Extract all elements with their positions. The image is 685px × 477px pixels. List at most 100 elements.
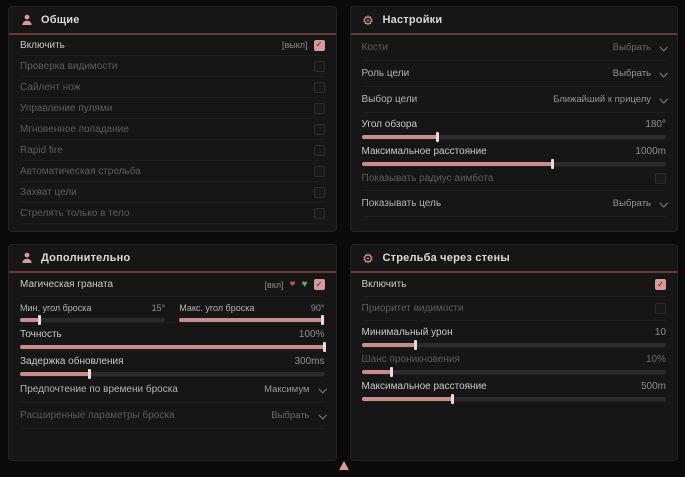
setting-label: Автоматическая стрельба [20, 165, 141, 177]
panel-title: Дополнительно [41, 252, 131, 264]
setting-row: Шанс проникновения 10% [361, 348, 666, 377]
setting-row: Выбор цели Ближайший к прицелу [361, 87, 668, 113]
setting-checkbox[interactable] [313, 123, 325, 135]
slider-value: 10 [654, 327, 666, 338]
slider-thumb[interactable] [321, 315, 325, 325]
chevron-down-icon [317, 410, 327, 420]
setting-dropdown[interactable]: Выбрать [613, 42, 668, 53]
setting-checkbox[interactable] [313, 102, 325, 114]
row-controls [313, 60, 325, 72]
setting-label: Кости [361, 42, 389, 53]
setting-dropdown[interactable]: Выбрать [271, 410, 327, 421]
setting-checkbox[interactable] [655, 303, 666, 314]
slider-thumb[interactable] [389, 367, 393, 377]
setting-row: Управление пулями [20, 98, 325, 119]
chevron-down-icon [659, 68, 668, 78]
slider-thumb[interactable] [414, 340, 418, 350]
panel-settings: ⚙ Настройки Кости Выбрать Роль цели Выбрать… [349, 6, 678, 232]
heart-red-icon[interactable]: ♥ [289, 278, 296, 290]
heart-green-icon[interactable]: ♥ [301, 278, 308, 290]
slider-fill [361, 343, 417, 347]
row-controls [313, 186, 325, 198]
setting-dropdown[interactable]: Ближайший к прицелу [553, 94, 668, 105]
setting-row: Включить ✓ [361, 273, 666, 297]
setting-row: Включить [выкл] ✓ [20, 35, 325, 56]
chevron-down-icon [659, 198, 668, 208]
slider-track[interactable] [20, 369, 325, 379]
row-controls [313, 165, 325, 177]
keybind-label: [выкл] [281, 40, 308, 50]
slider-header: Минимальный урон 10 [362, 327, 667, 338]
setting-checkbox[interactable] [313, 207, 325, 219]
dropdown-value: Выбрать [271, 410, 310, 421]
slider-pair: Мин. угол броска 15° Макс. угол броска 90° [20, 303, 325, 325]
setting-checkbox[interactable]: ✓ [313, 279, 325, 290]
setting-row: Захват цели [20, 182, 325, 203]
slider-value: 500m [640, 381, 666, 392]
panel-additional-header: Дополнительно [9, 245, 336, 273]
slider-track[interactable] [361, 132, 666, 142]
setting-checkbox[interactable] [655, 173, 666, 184]
panel-title: Настройки [382, 14, 443, 26]
dropdown-value: Ближайший к прицелу [553, 94, 651, 105]
setting-row: Угол обзора 180° [361, 113, 666, 142]
slider-header: Максимальное расстояние 500m [362, 381, 667, 392]
row-controls [655, 173, 666, 184]
setting-row: Сайлент нож [20, 77, 325, 98]
setting-label: Управление пулями [20, 102, 113, 114]
dropdown-value: Выбрать [612, 198, 651, 209]
row-controls [313, 102, 325, 114]
slider-thumb[interactable] [88, 369, 92, 379]
setting-slider: Угол обзора 180° [361, 119, 666, 142]
setting-checkbox[interactable] [313, 60, 325, 72]
setting-slider: Максимальное расстояние 1000m [361, 146, 666, 169]
setting-row: Кости Выбрать [361, 35, 668, 61]
slider-track[interactable] [20, 342, 326, 352]
setting-label: Макс. угол броска [179, 303, 255, 313]
chevron-down-icon [317, 384, 327, 394]
setting-checkbox[interactable]: ✓ [655, 279, 666, 290]
person-icon [20, 252, 33, 265]
panel-title: Стрельба через стены [382, 252, 510, 264]
slider-thumb[interactable] [450, 394, 454, 404]
setting-label: Шанс проникновения [361, 354, 460, 365]
row-controls [313, 123, 325, 135]
slider-track[interactable] [179, 315, 325, 325]
setting-checkbox[interactable] [313, 186, 325, 198]
cursor-pointer [339, 461, 349, 470]
slider-track[interactable] [361, 159, 666, 169]
setting-row: Максимальное расстояние 1000m [361, 140, 666, 169]
setting-row: Магическая граната [вкл] ♥ ♥ ✓ [20, 273, 325, 297]
row-controls [313, 81, 325, 93]
slider-fill [20, 345, 325, 349]
setting-checkbox[interactable] [313, 165, 325, 177]
setting-label: Захват цели [20, 186, 77, 198]
row-controls [313, 144, 325, 156]
slider-track[interactable] [361, 394, 666, 404]
slider-fill [179, 318, 324, 322]
slider-fill [361, 370, 392, 374]
setting-slider: Макс. угол броска 90° [179, 303, 325, 325]
setting-dropdown[interactable]: Максимум [264, 384, 327, 395]
slider-track[interactable] [20, 315, 166, 325]
slider-track[interactable] [361, 340, 666, 350]
slider-track[interactable] [361, 367, 666, 377]
setting-checkbox[interactable] [313, 81, 325, 93]
setting-label: Максимальное расстояние [361, 146, 487, 157]
setting-label: Приоритет видимости [361, 303, 464, 314]
slider-thumb[interactable] [322, 342, 326, 352]
slider-thumb[interactable] [551, 159, 555, 169]
gear-icon: ⚙ [362, 250, 374, 266]
setting-checkbox[interactable]: ✓ [313, 39, 325, 51]
setting-dropdown[interactable]: Выбрать [613, 68, 668, 79]
setting-label: Точность [20, 329, 62, 340]
slider-value: 15° [151, 303, 166, 313]
slider-thumb[interactable] [435, 132, 439, 142]
setting-slider: Мин. угол броска 15° [20, 303, 166, 325]
slider-header: Задержка обновления 300ms [20, 356, 325, 367]
setting-checkbox[interactable] [313, 144, 325, 156]
setting-dropdown[interactable]: Выбрать [612, 198, 668, 209]
setting-label: Показывать радиус аимбота [361, 173, 494, 184]
setting-label: Rapid fire [20, 144, 63, 156]
slider-thumb[interactable] [38, 315, 42, 325]
